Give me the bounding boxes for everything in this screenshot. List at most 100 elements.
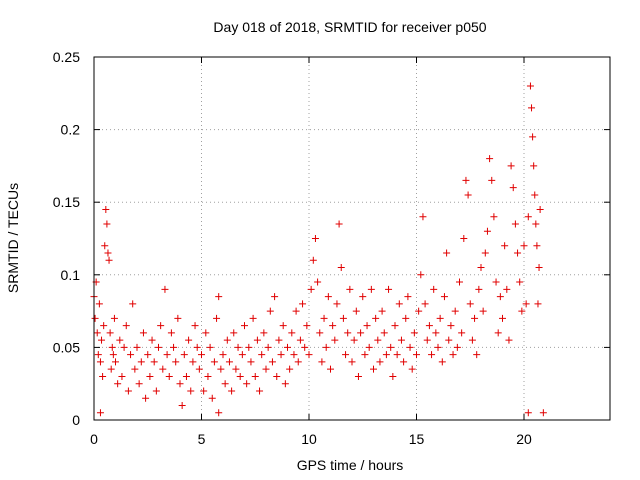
data-point [490,213,498,221]
data-point [400,358,408,366]
data-point [198,351,205,359]
data-point [361,351,369,359]
data-point [93,329,101,337]
y-axis-label: SRMTID / TECUs [5,183,21,293]
data-point [104,249,112,257]
grid-layer [94,57,610,420]
data-point [524,409,532,417]
data-point [202,329,210,337]
data-point [397,336,405,344]
data-point [331,336,339,344]
data-point [258,351,266,359]
data-point [279,322,287,330]
data-point [528,104,536,112]
data-point [337,264,345,272]
data-point [120,343,128,351]
data-point [501,242,509,250]
data-point [185,336,193,344]
data-point [534,300,542,308]
data-point [408,365,416,373]
data-point [320,314,328,322]
data-point [161,285,169,293]
data-point [516,278,524,286]
data-point [159,365,167,373]
data-point [107,365,115,373]
data-point [96,358,104,366]
data-point [404,293,412,301]
data-point [522,300,530,308]
data-point [529,133,537,141]
data-point [511,220,519,228]
data-point [499,314,506,322]
data-point [292,307,300,315]
data-point [131,365,139,373]
data-point [260,329,268,337]
data-point [228,387,236,395]
data-point [494,329,502,337]
data-point [509,184,517,192]
data-point [419,213,427,221]
data-point [189,358,197,366]
data-point [262,365,270,373]
data-point [176,380,184,388]
data-point [241,322,248,330]
data-point [402,314,410,322]
data-point [118,372,126,380]
data-point [436,314,444,322]
data-point [464,191,472,199]
data-point [247,358,255,366]
data-point [535,264,543,272]
y-tick-label: 0.1 [61,267,81,283]
data-point [536,205,544,213]
y-tick-label: 0.05 [53,339,80,355]
x-tick-label: 20 [516,431,532,447]
data-point [249,314,257,322]
data-point [232,365,240,373]
data-point [449,351,457,359]
data-point [208,394,216,402]
data-point [238,351,246,359]
data-point [243,380,251,388]
data-point [376,358,384,366]
data-point [458,329,466,337]
data-point [102,205,110,213]
data-point [507,162,515,170]
data-point [378,307,386,315]
data-point [533,242,541,250]
data-point [530,162,538,170]
data-point [322,343,330,351]
data-point [286,365,294,373]
data-point [335,220,343,228]
data-point [217,365,225,373]
data-point [271,293,279,301]
data-point [350,336,358,344]
data-point [354,372,362,380]
data-point [413,351,420,359]
data-point [492,278,500,286]
data-point [225,358,233,366]
data-point [95,300,103,308]
data-point [518,307,526,315]
data-point [236,372,244,380]
data-point [410,329,418,337]
data-point [363,322,371,330]
x-tick-label: 5 [198,431,206,447]
data-point [309,256,317,264]
data-point [266,307,274,315]
y-tick-label: 0.2 [61,122,81,138]
data-point [428,351,436,359]
data-point [99,372,107,380]
axes-layer: 0 5 10 15 20 0 0.05 0.1 0.15 0.2 0.25 [53,49,611,447]
data-point [387,343,395,351]
data-point [91,314,99,322]
data-point [273,372,281,380]
data-point [180,351,188,359]
data-point [103,220,111,228]
data-point [245,343,253,351]
data-point [473,351,481,359]
data-point [253,336,261,344]
data-point [101,242,109,250]
data-point [144,351,152,359]
